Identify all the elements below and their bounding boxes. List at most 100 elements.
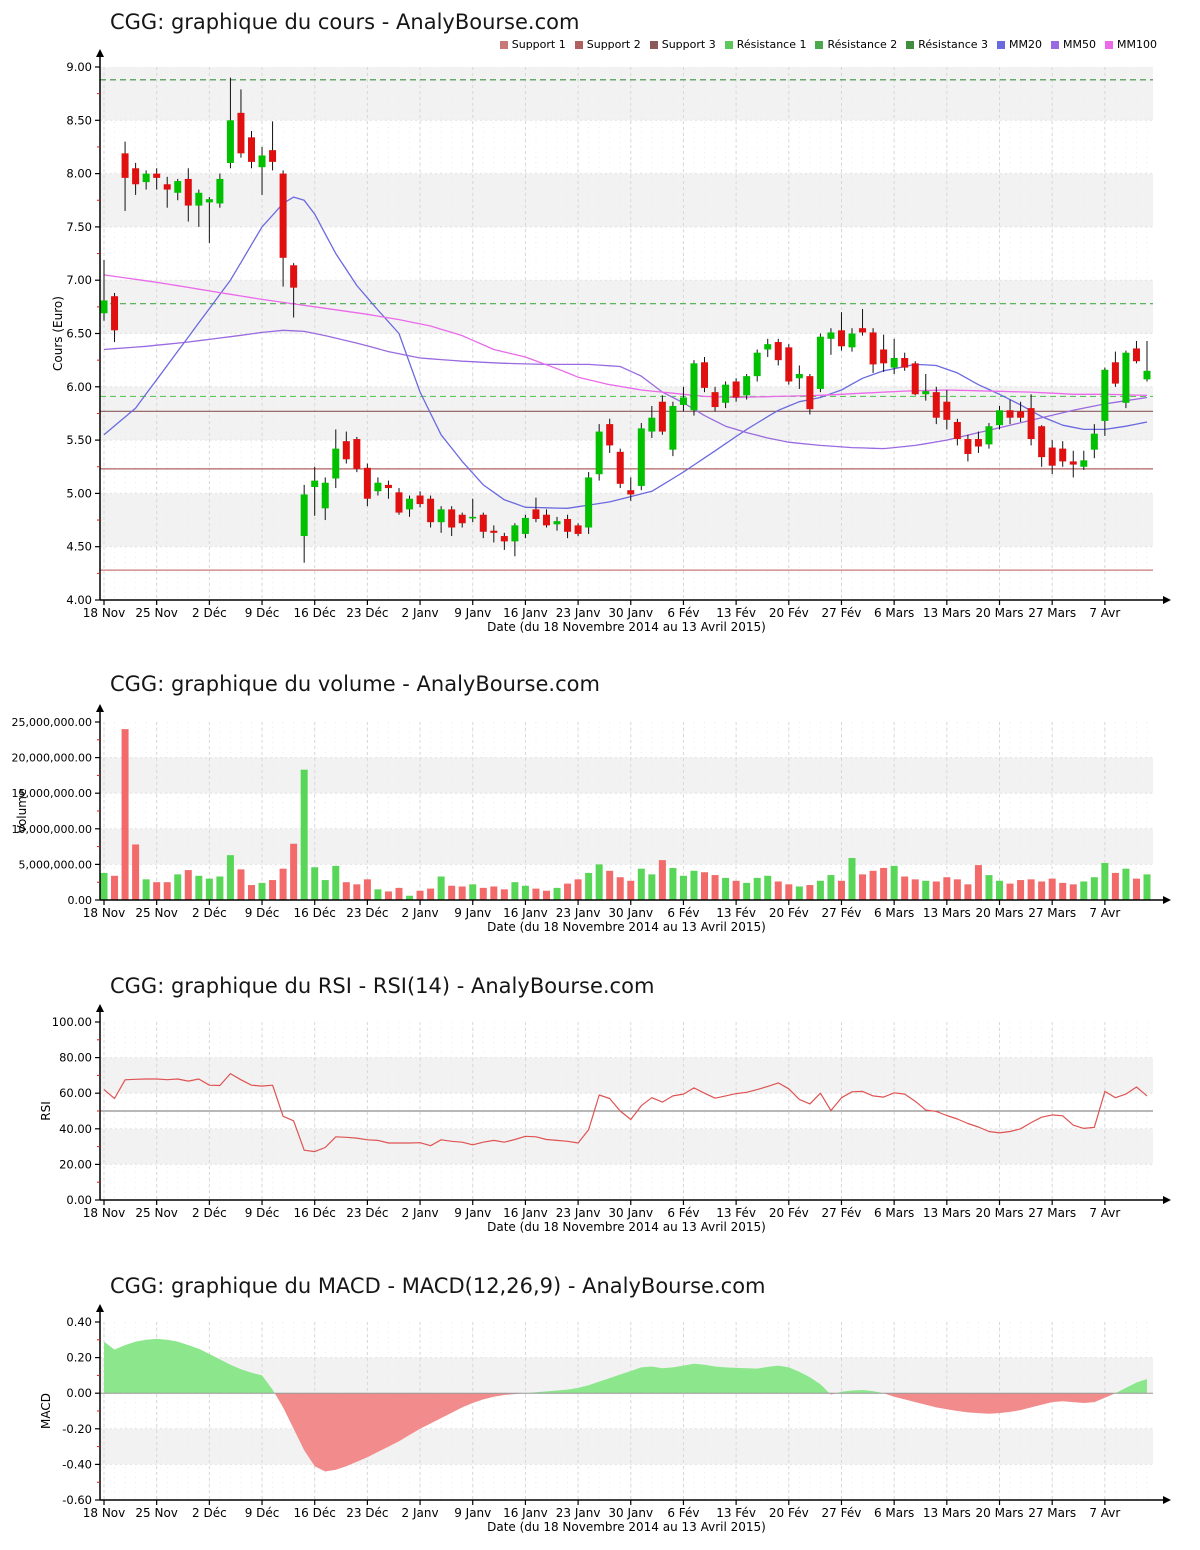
legend-swatch-icon — [906, 40, 915, 49]
legend-item-mm100: MM100 — [1105, 38, 1157, 51]
svg-text:16 Déc: 16 Déc — [294, 1506, 336, 1520]
svg-text:7 Avr: 7 Avr — [1089, 906, 1120, 920]
svg-text:27 Fév: 27 Fév — [822, 1206, 862, 1220]
volume-chart-title: CGG: graphique du volume - AnalyBourse.c… — [110, 672, 600, 696]
svg-text:23 Déc: 23 Déc — [346, 906, 388, 920]
price-chart-title: CGG: graphique du cours - AnalyBourse.co… — [110, 10, 580, 34]
svg-text:23 Janv: 23 Janv — [556, 606, 601, 620]
svg-text:23 Déc: 23 Déc — [346, 606, 388, 620]
svg-text:8.00: 8.00 — [66, 167, 92, 181]
svg-text:0.00: 0.00 — [66, 1386, 92, 1400]
svg-text:100.00: 100.00 — [52, 1015, 92, 1029]
svg-text:20 Fév: 20 Fév — [769, 906, 809, 920]
svg-text:18 Nov: 18 Nov — [83, 606, 126, 620]
macd-chart: -0.60 -0.40 -0.20 0.00 0.20 0.40 18 Nov 25 Nov 2… — [39, 1304, 1171, 1534]
rsi-axes: 0.00 20.00 40.00 60.00 80.00 100.00 18 Nov 25 N… — [39, 1004, 1171, 1234]
svg-text:16 Déc: 16 Déc — [294, 606, 336, 620]
svg-text:13 Fév: 13 Fév — [716, 1206, 756, 1220]
svg-text:20 Fév: 20 Fév — [769, 1506, 809, 1520]
volume-axes: 0.00 5,000,000.00 10,000,000.00 15,000,000.… — [12, 704, 1171, 934]
price-chart-legend: Support 1 Support 2 Support 3 Résistance 1 R… — [499, 38, 1157, 51]
svg-text:5.50: 5.50 — [66, 433, 92, 447]
legend-swatch-icon — [574, 40, 583, 49]
rsi-chart: 0.00 20.00 40.00 60.00 80.00 100.00 18 Nov 25 N… — [39, 1004, 1171, 1234]
svg-text:2 Janv: 2 Janv — [402, 606, 439, 620]
legend-item-résistance-3: Résistance 3 — [906, 38, 988, 51]
legend-label: MM100 — [1117, 38, 1157, 51]
svg-text:-0.40: -0.40 — [62, 1457, 92, 1471]
svg-text:13 Mars: 13 Mars — [923, 906, 971, 920]
svg-text:30 Janv: 30 Janv — [608, 1206, 653, 1220]
svg-text:6 Mars: 6 Mars — [874, 1206, 914, 1220]
svg-text:25,000,000.00: 25,000,000.00 — [12, 716, 92, 729]
svg-text:2 Déc: 2 Déc — [192, 906, 227, 920]
svg-text:20,000,000.00: 20,000,000.00 — [12, 752, 92, 765]
svg-text:10,000,000.00: 10,000,000.00 — [12, 823, 92, 836]
svg-text:20 Mars: 20 Mars — [976, 606, 1024, 620]
svg-text:7 Avr: 7 Avr — [1089, 1506, 1120, 1520]
svg-text:7 Avr: 7 Avr — [1089, 1206, 1120, 1220]
svg-text:60.00: 60.00 — [59, 1086, 92, 1100]
svg-text:4.50: 4.50 — [66, 540, 92, 554]
svg-text:6.50: 6.50 — [66, 327, 92, 341]
cours-chart: 4.00 4.50 5.00 5.50 6.00 6.50 7.00 7.50 8.00 8.50… — [51, 49, 1171, 634]
svg-text:2 Déc: 2 Déc — [192, 1206, 227, 1220]
svg-text:2 Janv: 2 Janv — [402, 1506, 439, 1520]
svg-text:27 Fév: 27 Fév — [822, 906, 862, 920]
macd-positive-area — [104, 1338, 1147, 1394]
svg-text:Date (du 18 Novembre 2014 au 1: Date (du 18 Novembre 2014 au 13 Avril 20… — [487, 1520, 766, 1534]
svg-text:16 Janv: 16 Janv — [503, 1206, 548, 1220]
svg-text:13 Mars: 13 Mars — [923, 1506, 971, 1520]
legend-item-support-3: Support 3 — [649, 38, 716, 51]
svg-text:5.00: 5.00 — [66, 486, 92, 500]
svg-text:13 Mars: 13 Mars — [923, 606, 971, 620]
svg-text:16 Janv: 16 Janv — [503, 906, 548, 920]
svg-text:6 Mars: 6 Mars — [874, 606, 914, 620]
svg-text:25 Nov: 25 Nov — [135, 1506, 178, 1520]
legend-label: MM50 — [1063, 38, 1097, 51]
legend-item-support-1: Support 1 — [499, 38, 566, 51]
svg-text:25 Nov: 25 Nov — [135, 906, 178, 920]
svg-text:Date (du 18 Novembre 2014 au 1: Date (du 18 Novembre 2014 au 13 Avril 20… — [487, 920, 766, 934]
svg-text:20.00: 20.00 — [59, 1157, 92, 1171]
svg-text:27 Fév: 27 Fév — [822, 606, 862, 620]
svg-text:2 Janv: 2 Janv — [402, 1206, 439, 1220]
svg-text:0.00: 0.00 — [68, 894, 93, 907]
svg-text:9 Janv: 9 Janv — [454, 606, 491, 620]
svg-text:MACD: MACD — [39, 1393, 53, 1429]
cours-axes: 4.00 4.50 5.00 5.50 6.00 6.50 7.00 7.50 8.00 8.50… — [51, 49, 1171, 634]
svg-text:20 Mars: 20 Mars — [976, 906, 1024, 920]
svg-text:4.00: 4.00 — [66, 593, 92, 607]
candlestick-series — [100, 77, 1151, 563]
svg-text:16 Déc: 16 Déc — [294, 1206, 336, 1220]
macd-axes: -0.60 -0.40 -0.20 0.00 0.20 0.40 18 Nov 25 Nov 2… — [39, 1304, 1171, 1534]
svg-text:Cours (Euro): Cours (Euro) — [51, 296, 65, 371]
legend-label: Support 1 — [511, 38, 566, 51]
svg-text:40.00: 40.00 — [59, 1122, 92, 1136]
legend-label: Support 2 — [586, 38, 641, 51]
svg-text:6 Fév: 6 Fév — [667, 606, 699, 620]
svg-text:15,000,000.00: 15,000,000.00 — [12, 787, 92, 800]
svg-text:20 Mars: 20 Mars — [976, 1506, 1024, 1520]
svg-text:20 Fév: 20 Fév — [769, 1206, 809, 1220]
svg-text:-0.60: -0.60 — [62, 1493, 92, 1507]
svg-text:30 Janv: 30 Janv — [608, 606, 653, 620]
svg-text:16 Janv: 16 Janv — [503, 1506, 548, 1520]
svg-text:13 Fév: 13 Fév — [716, 1506, 756, 1520]
svg-text:6 Mars: 6 Mars — [874, 1506, 914, 1520]
svg-text:0.20: 0.20 — [66, 1351, 92, 1365]
svg-text:-0.20: -0.20 — [62, 1422, 92, 1436]
legend-item-mm50: MM50 — [1051, 38, 1096, 51]
svg-text:6 Fév: 6 Fév — [667, 906, 699, 920]
svg-text:8.50: 8.50 — [66, 113, 92, 127]
svg-text:80.00: 80.00 — [59, 1051, 92, 1065]
svg-text:2 Déc: 2 Déc — [192, 606, 227, 620]
svg-text:27 Mars: 27 Mars — [1028, 1506, 1076, 1520]
svg-text:7.00: 7.00 — [66, 273, 92, 287]
svg-text:0.40: 0.40 — [66, 1315, 92, 1329]
svg-text:20 Mars: 20 Mars — [976, 1206, 1024, 1220]
legend-swatch-icon — [1105, 40, 1114, 49]
legend-swatch-icon — [724, 40, 733, 49]
svg-text:16 Janv: 16 Janv — [503, 606, 548, 620]
svg-text:0.00: 0.00 — [66, 1193, 92, 1207]
